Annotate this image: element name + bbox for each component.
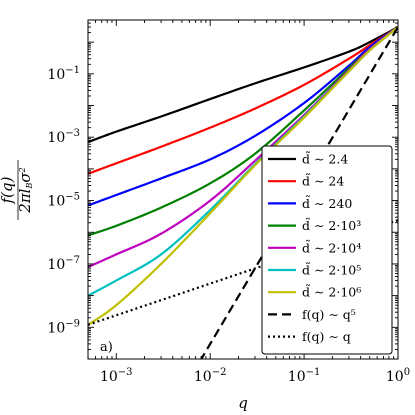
- y-tick-label: 10−9: [47, 318, 80, 336]
- legend: d̃ ∼ 2.4 d̃ ∼ 24 d̃ ∼ 240 d̃ ∼ 2·10³ d̃ ∼ 2·…: [261, 145, 393, 355]
- y-tick-label: 10−3: [47, 128, 80, 146]
- x-axis-label: q: [238, 394, 248, 412]
- series-line-6: [88, 26, 398, 326]
- y-axis-label: f(q) 2πlBσ2: [0, 160, 34, 220]
- svg-text:2πlBσ2: 2πlBσ2: [16, 167, 34, 213]
- panel-label: a): [100, 340, 113, 355]
- x-tick-label: 100: [386, 367, 410, 385]
- series-line-1: [88, 26, 398, 175]
- y-tick-label: 10−1: [47, 65, 80, 83]
- legend-label-0: d̃ ∼ 2.4: [302, 151, 348, 167]
- series-layer: [88, 26, 398, 359]
- legend-label-7: f(q) ∼ q⁵: [302, 307, 356, 322]
- svg-text:f(q): f(q): [0, 176, 16, 204]
- x-tick-label: 10−1: [288, 367, 321, 385]
- legend-label-2: d̃ ∼ 240: [302, 195, 352, 211]
- y-tick-label: 10−5: [47, 192, 80, 210]
- legend-label-4: d̃ ∼ 2·10⁴: [302, 240, 361, 256]
- legend-box: [261, 145, 393, 355]
- legend-label-5: d̃ ∼ 2·10⁵: [302, 262, 361, 278]
- legend-label-1: d̃ ∼ 24: [302, 173, 344, 189]
- series-line-2: [88, 26, 398, 207]
- ticks-layer: [87, 19, 399, 360]
- x-tick-label: 10−2: [194, 367, 227, 385]
- legend-label-8: f(q) ∼ q: [302, 329, 351, 344]
- series-line-0: [88, 26, 398, 144]
- x-tick-label: 10−3: [100, 367, 133, 385]
- legend-label-3: d̃ ∼ 2·10³: [302, 217, 361, 233]
- legend-entries: d̃ ∼ 2.4 d̃ ∼ 24 d̃ ∼ 240 d̃ ∼ 2·10³ d̃ ∼ 2·…: [268, 151, 361, 344]
- legend-label-6: d̃ ∼ 2·10⁶: [302, 284, 361, 300]
- tick-labels-layer: 10−3 10−2 10−1 100 10−9 10−7 10−5 10−3 10−1: [47, 65, 410, 385]
- y-tick-label: 10−7: [47, 255, 80, 273]
- plot-frame: [87, 19, 399, 360]
